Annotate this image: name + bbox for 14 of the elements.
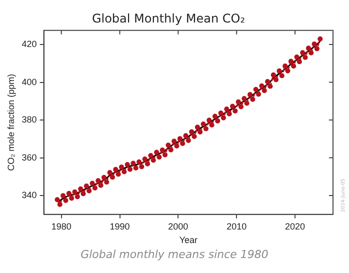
text: Global monthly means since 1980: [80, 248, 270, 261]
y-tick-label: 340: [22, 190, 37, 200]
x-tick-label: 2000: [168, 221, 188, 232]
y-tick-label: 400: [22, 76, 37, 87]
chart-title: Global Monthly Mean CO₂: [92, 11, 246, 26]
x-axis-title: Year: [179, 235, 198, 246]
y-axis-title: CO₂ mole fraction (ppm): [6, 74, 16, 171]
y-tick-label: 420: [22, 39, 37, 50]
y-tick-label: 380: [22, 114, 37, 125]
x-tick-label: 2020: [285, 221, 306, 232]
y-tick-label: 360: [22, 152, 37, 162]
x-tick-label: 2010: [226, 221, 247, 232]
x-tick-label: 1980: [51, 221, 72, 232]
x-tick-label: 1990: [110, 221, 130, 232]
